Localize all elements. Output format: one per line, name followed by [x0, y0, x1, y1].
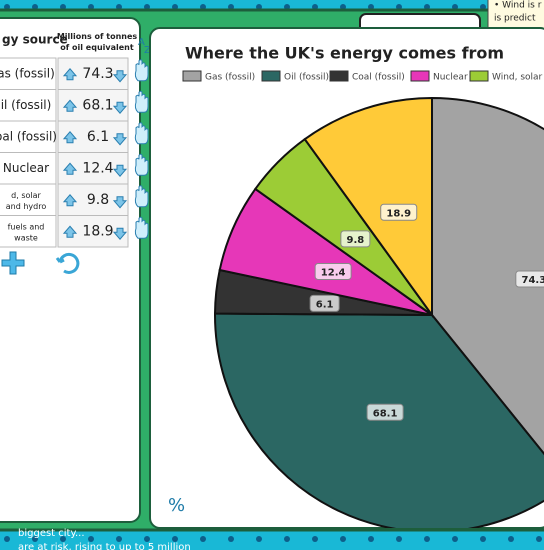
legend-label: Nuclear	[433, 73, 468, 83]
row-label: il (fossil)	[1, 98, 52, 112]
legend-swatch	[261, 70, 281, 82]
note-line: is predict	[494, 14, 536, 24]
drag-handle[interactable]	[134, 216, 149, 239]
increase-button[interactable]	[62, 99, 78, 112]
data-label: 18.9	[386, 208, 411, 219]
header-label: gy source	[2, 33, 68, 47]
increase-button[interactable]	[62, 130, 78, 144]
legend-swatch	[469, 70, 489, 82]
drag-handle[interactable]	[134, 122, 149, 145]
table-value: 18.9	[82, 223, 113, 239]
background-line: biggest city...	[18, 528, 85, 539]
legend-label: Oil (fossil)	[284, 73, 329, 83]
data-label: 12.4	[321, 268, 346, 279]
header-values: Millions of tonnes of oil equivalent	[57, 32, 138, 52]
legend-label: Gas (fossil)	[205, 73, 255, 83]
table-value: 74.3	[82, 66, 113, 82]
increase-button[interactable]	[62, 193, 78, 207]
drag-handle[interactable]	[134, 59, 149, 82]
data-label-box	[380, 203, 418, 221]
table-value: 68.1	[82, 97, 113, 113]
row-label: fuels and waste	[8, 222, 45, 242]
note-line: • Wind is r	[494, 1, 542, 11]
decrease-button[interactable]	[112, 133, 128, 146]
drag-handle[interactable]	[134, 185, 149, 208]
increase-button[interactable]	[62, 162, 78, 175]
data-label-box	[515, 270, 544, 288]
pie-slice	[214, 312, 544, 528]
data-label: 6.1	[316, 299, 334, 310]
legend-swatch	[329, 70, 349, 82]
row-label: as (fossil)	[0, 66, 55, 80]
pie-chart: Where the UK's energy comes from 74.3 68.…	[182, 44, 544, 528]
increase-button[interactable]	[62, 225, 78, 238]
row-cell	[0, 152, 57, 185]
data-label-box	[309, 294, 340, 312]
data-label-box	[340, 230, 371, 248]
chart-title: Where the UK's energy comes from	[185, 44, 504, 63]
data-label-box	[366, 403, 404, 421]
row-cell	[0, 183, 57, 216]
data-label-box	[314, 263, 352, 281]
row-cell	[0, 215, 57, 248]
increase-button[interactable]	[62, 67, 78, 81]
decrease-button[interactable]	[112, 196, 128, 209]
sort-icon[interactable]: Z	[144, 45, 151, 56]
sort-icon[interactable]: A	[138, 37, 145, 48]
decrease-button[interactable]	[112, 70, 128, 83]
legend-swatch	[410, 70, 430, 82]
reset-button[interactable]	[55, 252, 80, 274]
add-button[interactable]	[1, 251, 25, 275]
row-label: d, solar and hydro	[6, 190, 47, 210]
decrease-button[interactable]	[112, 227, 128, 241]
pie-slice	[303, 96, 433, 319]
legend-label: Wind, solar a	[492, 73, 544, 83]
table-value: 6.1	[87, 129, 109, 145]
table-value: 12.4	[82, 160, 113, 176]
pie-slice	[431, 96, 544, 486]
decrease-button[interactable]	[112, 164, 128, 178]
data-label: 74.3	[521, 275, 544, 286]
row-label: oal (fossil)	[0, 129, 57, 143]
data-label: 9.8	[347, 235, 365, 246]
background-text: biggest city... are at risk, rising to up…	[18, 528, 191, 550]
legend-swatch	[182, 70, 202, 82]
legend-label: Coal (fossil)	[352, 73, 405, 83]
decrease-button[interactable]	[112, 101, 128, 115]
data-label: 68.1	[373, 408, 398, 419]
background-line: are at risk, rising to up to 5 million	[18, 542, 191, 550]
table-value: 9.8	[87, 192, 109, 208]
row-label: Nuclear	[3, 161, 49, 175]
drag-handle[interactable]	[134, 90, 149, 113]
drag-handle[interactable]	[134, 153, 149, 176]
percent-button[interactable]: %	[168, 495, 185, 516]
row-cell	[0, 120, 57, 153]
row-cell	[0, 57, 57, 90]
